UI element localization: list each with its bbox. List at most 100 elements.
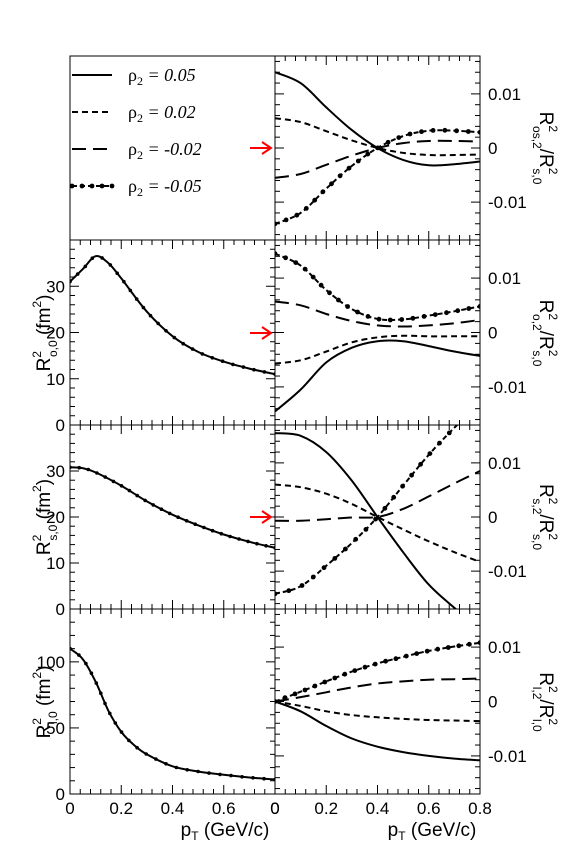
data-point bbox=[219, 531, 224, 536]
data-point bbox=[103, 475, 107, 479]
legend-marker bbox=[69, 183, 75, 189]
x-tick-label: 0.4 bbox=[366, 799, 390, 818]
data-point bbox=[467, 411, 472, 416]
data-point bbox=[327, 290, 332, 296]
y-tick-label: 0 bbox=[488, 693, 497, 712]
data-point bbox=[293, 260, 299, 265]
data-point bbox=[362, 664, 368, 670]
data-point bbox=[424, 648, 430, 654]
data-point bbox=[465, 129, 471, 134]
y-tick-label: 0.01 bbox=[488, 85, 521, 104]
y-tick-label: -0.01 bbox=[488, 193, 527, 212]
legend-item: ρ2 = 0.02 bbox=[72, 102, 196, 125]
data-point bbox=[127, 738, 131, 743]
x-tick-label: 0 bbox=[65, 799, 74, 818]
series-solid-line bbox=[70, 255, 275, 376]
data-point bbox=[154, 757, 158, 761]
data-point bbox=[84, 661, 88, 666]
data-point bbox=[275, 699, 278, 704]
data-point bbox=[228, 534, 232, 539]
legend-label: ρ2 = 0.02 bbox=[128, 102, 196, 125]
legend-panel: ρ2 = 0.05 ρ2 = 0.02 ρ2 = -0.02 ρ2 = -0.05 bbox=[69, 55, 276, 241]
data-point bbox=[255, 541, 259, 546]
x-tick-label: 0.8 bbox=[468, 799, 492, 818]
data-point bbox=[207, 771, 211, 775]
data-point bbox=[365, 314, 371, 319]
data-point bbox=[122, 279, 126, 284]
y-tick-label: 20 bbox=[46, 324, 65, 343]
data-point bbox=[89, 671, 94, 675]
data-point bbox=[196, 769, 200, 774]
data-point bbox=[135, 493, 139, 498]
data-point bbox=[400, 483, 405, 489]
legend-item: ρ2 = 0.05 bbox=[72, 65, 196, 88]
legend-marker bbox=[99, 183, 105, 189]
data-point bbox=[393, 656, 399, 662]
data-point bbox=[143, 498, 147, 503]
data-point bbox=[70, 646, 72, 651]
data-point bbox=[94, 681, 99, 685]
data-point bbox=[365, 151, 371, 157]
data-point bbox=[229, 773, 233, 778]
data-point bbox=[190, 347, 195, 351]
data-point bbox=[286, 588, 292, 594]
data-point bbox=[446, 430, 452, 436]
data-point bbox=[159, 507, 164, 512]
data-point bbox=[352, 668, 358, 673]
data-point bbox=[342, 671, 348, 677]
series-solid-line bbox=[70, 647, 275, 781]
data-point bbox=[435, 646, 441, 652]
data-point bbox=[113, 721, 118, 725]
data-point bbox=[127, 488, 132, 493]
y-tick-label: 0.01 bbox=[488, 269, 521, 288]
legend-label: ρ2 = -0.05 bbox=[128, 176, 202, 199]
right-ylabel-s: R2s,2/R2s,0 bbox=[530, 484, 560, 550]
series-short-line bbox=[275, 117, 480, 157]
data-point bbox=[385, 139, 391, 145]
panel-3: 0.01 0 -0.01 bbox=[274, 55, 527, 241]
x-tick-label: 0.4 bbox=[161, 799, 185, 818]
data-point bbox=[164, 329, 168, 333]
data-point bbox=[409, 472, 414, 478]
data-point bbox=[95, 471, 99, 475]
series-dashdot-line bbox=[275, 425, 459, 595]
data-point bbox=[355, 309, 360, 315]
panel-frame bbox=[69, 239, 276, 426]
data-point bbox=[172, 335, 177, 340]
y-tick-label: 100 bbox=[37, 653, 65, 672]
data-point bbox=[251, 776, 255, 780]
panel-4: 0.01 0 -0.01 bbox=[274, 239, 527, 426]
data-point bbox=[135, 745, 139, 750]
series-long-line bbox=[275, 470, 480, 522]
data-point bbox=[108, 711, 112, 716]
y-tick-label: 30 bbox=[46, 462, 65, 481]
data-point bbox=[240, 775, 244, 779]
data-point bbox=[382, 505, 388, 511]
data-point bbox=[185, 768, 189, 772]
data-point bbox=[164, 762, 168, 766]
data-point bbox=[231, 362, 235, 367]
data-point bbox=[353, 536, 359, 542]
series-short-line bbox=[275, 483, 480, 563]
panel-5: 0.01 0 -0.01 bbox=[274, 411, 527, 610]
data-point bbox=[275, 251, 278, 256]
data-point bbox=[419, 129, 424, 135]
legend-item: ρ2 = -0.02 bbox=[72, 139, 202, 162]
series-solid-line bbox=[275, 71, 480, 167]
data-point bbox=[345, 304, 350, 309]
y-tick-label: 30 bbox=[46, 277, 65, 296]
data-point bbox=[77, 653, 81, 657]
data-point bbox=[264, 544, 268, 548]
data-point bbox=[477, 304, 480, 309]
data-point bbox=[466, 306, 472, 311]
data-point bbox=[407, 131, 413, 137]
data-point bbox=[310, 574, 316, 580]
panel-frame bbox=[274, 608, 481, 795]
y-tick-label: 0 bbox=[56, 600, 65, 619]
data-point bbox=[176, 515, 180, 519]
data-point bbox=[252, 367, 256, 372]
data-point bbox=[383, 658, 388, 664]
zero-marker-arrow bbox=[250, 326, 273, 340]
left-ylabel-o: R2 o,0 (fm2) bbox=[30, 295, 60, 372]
y-tick-label: -0.01 bbox=[488, 562, 527, 581]
